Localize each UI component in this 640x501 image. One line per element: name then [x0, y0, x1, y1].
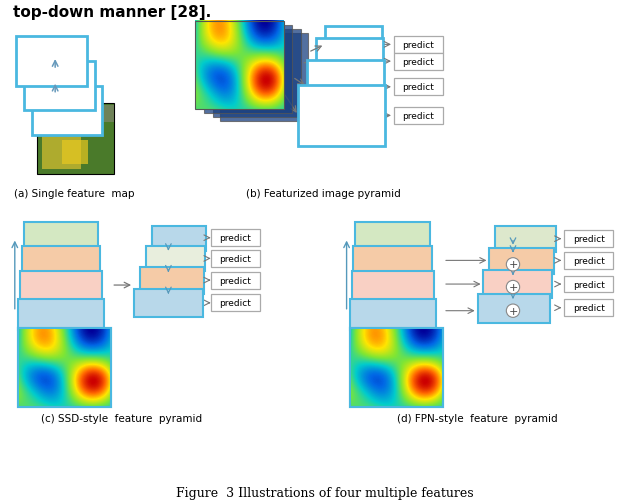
Text: (b) Featurized image pyramid: (b) Featurized image pyramid	[246, 189, 401, 199]
Text: predict: predict	[220, 234, 252, 242]
Bar	[394, 79, 443, 96]
Bar	[24, 222, 99, 248]
Bar	[355, 222, 430, 248]
Text: predict: predict	[573, 304, 605, 313]
Text: (a) Single feature  map: (a) Single feature map	[13, 189, 134, 199]
Bar	[495, 226, 556, 252]
Text: predict: predict	[573, 257, 605, 266]
Bar	[307, 61, 384, 114]
Text: predict: predict	[403, 41, 435, 50]
Bar	[140, 268, 204, 295]
Bar	[42, 134, 81, 169]
Text: (c) SSD-style  feature  pyramid: (c) SSD-style feature pyramid	[40, 413, 202, 423]
Bar	[490, 248, 554, 275]
Bar	[349, 329, 443, 407]
Circle shape	[259, 76, 267, 84]
Circle shape	[267, 79, 276, 89]
Bar	[351, 272, 434, 301]
Text: predict: predict	[403, 112, 435, 121]
Text: top-down manner [28].: top-down manner [28].	[13, 5, 211, 20]
Text: predict: predict	[573, 280, 605, 289]
Text: predict: predict	[403, 83, 435, 92]
Text: +: +	[508, 260, 518, 270]
Bar	[483, 271, 552, 298]
Text: predict: predict	[573, 235, 605, 243]
Text: predict: predict	[403, 58, 435, 67]
Circle shape	[273, 82, 285, 94]
Bar	[18, 329, 111, 407]
Bar	[146, 246, 205, 272]
Bar	[394, 54, 443, 70]
Bar	[62, 141, 88, 164]
Circle shape	[219, 50, 228, 60]
Bar	[298, 86, 385, 147]
Bar	[477, 295, 550, 323]
Circle shape	[249, 98, 259, 107]
Circle shape	[232, 56, 246, 70]
Bar	[211, 295, 260, 312]
Text: (d) FPN-style  feature  pyramid: (d) FPN-style feature pyramid	[397, 413, 558, 423]
Bar	[20, 272, 102, 301]
Bar	[31, 87, 102, 136]
Bar	[564, 231, 613, 247]
Text: predict: predict	[220, 276, 252, 285]
Bar	[353, 246, 432, 274]
Bar	[212, 30, 301, 118]
Circle shape	[227, 53, 238, 65]
Circle shape	[243, 95, 251, 102]
Bar	[564, 300, 613, 317]
Bar	[394, 37, 443, 54]
Bar	[195, 22, 284, 110]
Text: +: +	[508, 306, 518, 316]
Circle shape	[236, 92, 241, 98]
Bar	[564, 276, 613, 293]
Bar	[38, 105, 114, 123]
Text: Figure  3 Illustrations of four multiple features: Figure 3 Illustrations of four multiple …	[176, 486, 474, 499]
Bar	[211, 250, 260, 267]
Bar	[24, 62, 95, 111]
Bar	[349, 299, 436, 331]
Text: predict: predict	[220, 299, 252, 308]
Bar	[316, 40, 383, 85]
Bar	[325, 27, 382, 64]
Bar	[211, 272, 260, 289]
Text: +: +	[508, 283, 518, 293]
Bar	[220, 34, 308, 122]
Bar	[38, 103, 114, 174]
Bar	[22, 246, 100, 274]
Bar	[211, 230, 260, 246]
Bar	[564, 253, 613, 269]
Bar	[134, 290, 203, 317]
Bar	[349, 329, 443, 407]
Bar	[16, 38, 86, 87]
Bar	[18, 299, 104, 331]
Bar	[152, 226, 206, 251]
Bar	[394, 108, 443, 125]
Bar	[18, 329, 111, 407]
Bar	[204, 26, 292, 114]
Text: predict: predict	[220, 255, 252, 264]
